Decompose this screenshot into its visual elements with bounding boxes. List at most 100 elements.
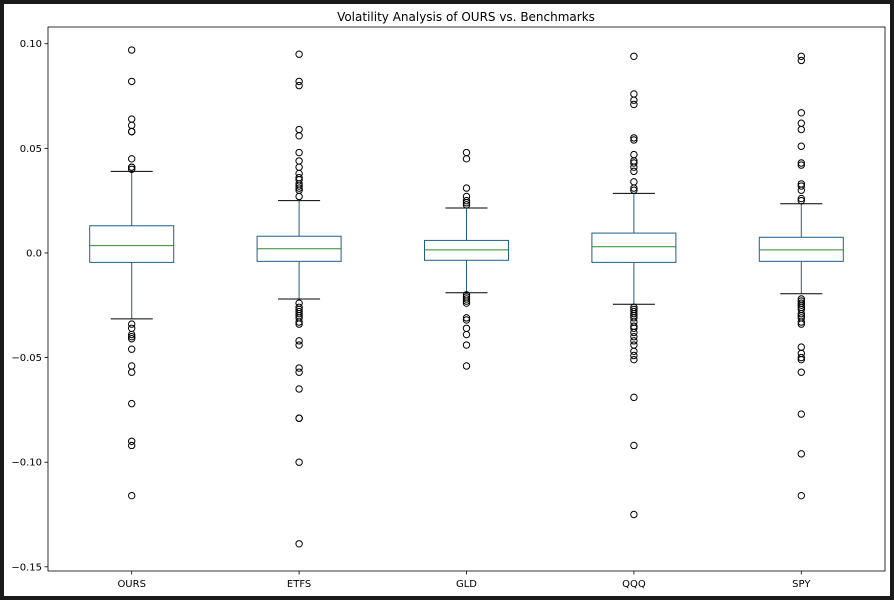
flier-point-gld (462, 295, 471, 303)
flier-point-etfs (295, 157, 303, 165)
flier-point-spy (797, 182, 805, 190)
flier-point-spy (797, 355, 805, 364)
flier-point-gld (462, 362, 471, 370)
flier-point-ours (128, 330, 136, 339)
flier-point-qqq (630, 314, 638, 322)
flier-point-qqq (630, 184, 638, 192)
x-tick-label-gld: GLD (456, 579, 477, 590)
flier-point-qqq (630, 324, 638, 332)
flier-point-qqq (630, 100, 638, 109)
x-tick-label-qqq: QQQ (622, 579, 646, 590)
flier-point-qqq (630, 52, 638, 60)
flier-point-spy (797, 309, 805, 318)
flier-point-gld (462, 299, 471, 307)
flier-point-qqq (630, 90, 638, 98)
box-qqq (591, 232, 677, 263)
flier-point-spy (797, 125, 805, 134)
flier-point-qqq (630, 347, 638, 356)
y-tick-label: −0.10 (11, 458, 42, 469)
flier-point-qqq (630, 510, 638, 519)
flier-point-gld (462, 199, 471, 207)
flier-point-etfs (295, 364, 303, 372)
flier-point-qqq (630, 309, 638, 318)
flier-point-ours (128, 368, 136, 376)
flier-point-spy (797, 142, 805, 150)
flier-point-gld (462, 201, 471, 209)
flier-point-gld (462, 330, 471, 339)
flier-point-spy (797, 301, 805, 309)
flier-point-qqq (630, 328, 638, 337)
flier-point-qqq (630, 332, 638, 341)
flier-point-spy (797, 353, 805, 362)
flier-point-spy (797, 450, 805, 458)
flier-point-gld (462, 341, 471, 349)
plot-frame (47, 26, 886, 572)
flier-point-spy (797, 159, 805, 167)
flier-point-ours (128, 127, 136, 136)
flier-point-etfs (295, 182, 303, 190)
flier-point-spy (797, 410, 805, 418)
x-tick-label-etfs: ETFS (287, 579, 311, 590)
y-tick-label: 0.0 (26, 248, 42, 259)
plot-area: 0.10 0.05 0.0 −0.05 −0.10 −0.15 OURS ETFS GLD QQQ… (11, 26, 886, 590)
flier-point-etfs (295, 320, 303, 328)
flier-point-spy (797, 368, 805, 376)
flier-point-etfs (295, 148, 303, 157)
flier-point-etfs (295, 414, 303, 422)
flier-point-ours (128, 163, 136, 171)
y-tick-label: −0.05 (11, 353, 42, 364)
flier-point-etfs (295, 163, 303, 171)
flier-point-spy (797, 194, 805, 203)
flier-point-ours (128, 441, 136, 450)
box-gld (424, 239, 509, 261)
flier-point-ours (128, 155, 136, 163)
flier-point-gld (462, 196, 471, 205)
y-tick-label: 0.05 (20, 144, 42, 155)
flier-point-spy (797, 318, 805, 326)
flier-point-spy (797, 186, 805, 194)
flier-point-gld (462, 184, 471, 192)
flier-point-spy (797, 343, 805, 351)
flier-point-ours (128, 332, 136, 341)
flier-point-spy (797, 196, 805, 205)
y-tick-label: −0.15 (11, 562, 42, 573)
flier-point-qqq (630, 96, 638, 104)
flier-point-qqq (630, 341, 638, 349)
flier-point-qqq (630, 337, 638, 345)
flier-point-etfs (295, 192, 303, 201)
flier-point-etfs (295, 81, 303, 90)
flier-point-qqq (630, 178, 638, 186)
flier-point-etfs (295, 50, 303, 58)
flier-point-qqq (630, 167, 638, 176)
flier-point-qqq (630, 186, 638, 194)
flier-point-ours (128, 362, 136, 370)
box-ours (89, 225, 175, 263)
chart-frame: Volatility Analysis of OURS vs. Benchmar… (4, 4, 890, 596)
flier-point-etfs (295, 132, 303, 140)
flier-point-gld (462, 155, 471, 163)
flier-point-gld (462, 316, 471, 324)
flier-point-spy (797, 161, 805, 169)
flier-point-qqq (630, 159, 638, 167)
flier-point-ours (128, 115, 136, 123)
flier-point-etfs (295, 540, 303, 548)
x-tick-label-spy: SPY (792, 579, 811, 590)
flier-point-etfs (295, 309, 303, 318)
flier-point-etfs (295, 458, 303, 466)
flier-point-ours (128, 345, 136, 353)
flier-point-qqq (630, 150, 638, 159)
flier-point-ours (128, 165, 136, 173)
flier-point-etfs (295, 385, 303, 393)
chart-title: Volatility Analysis of OURS vs. Benchmar… (337, 10, 595, 24)
flier-point-etfs (295, 77, 303, 86)
flier-point-etfs (295, 125, 303, 134)
y-tick-label: 0.10 (20, 39, 42, 50)
flier-point-spy (797, 52, 805, 60)
box-spy (758, 236, 844, 262)
flier-point-spy (797, 109, 805, 117)
flier-point-gld (462, 148, 471, 157)
flier-point-etfs (295, 318, 303, 326)
flier-point-gld (462, 324, 471, 332)
flier-point-etfs (295, 341, 303, 349)
flier-point-ours (128, 46, 136, 54)
